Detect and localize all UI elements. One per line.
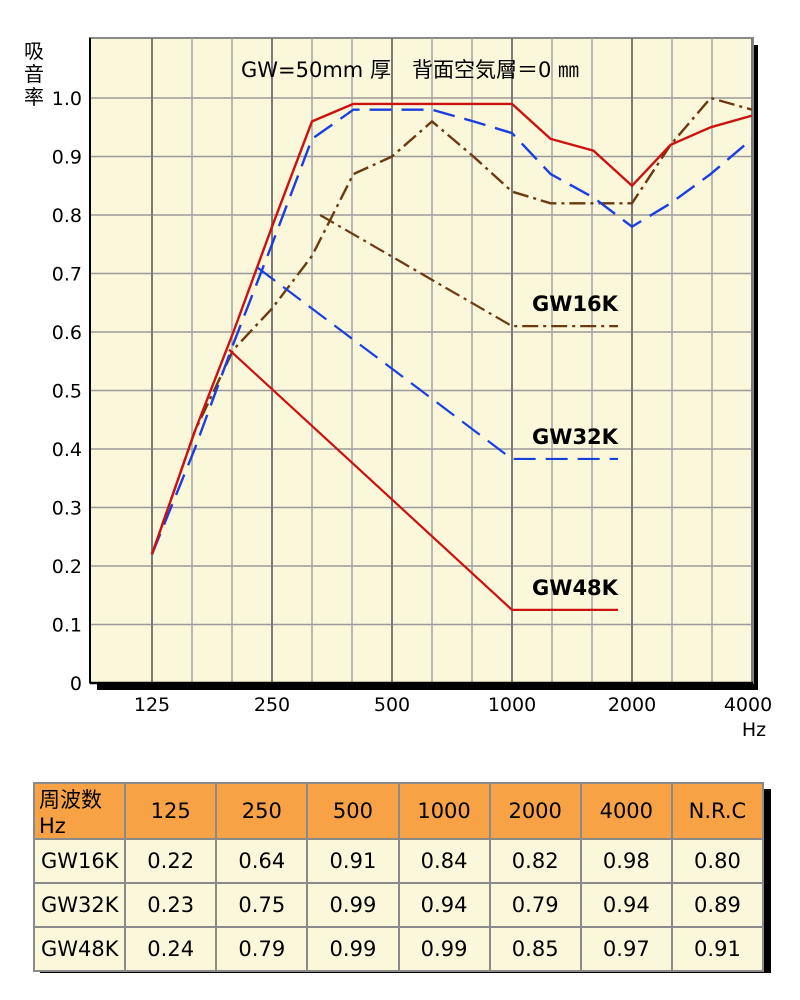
table-body: GW16K 0.22 0.64 0.91 0.84 0.82 0.98 0.80 GW32K 0.… [32, 838, 765, 972]
series-group [150, 96, 753, 555]
x-axis-ticks: 125 250 500 1000 2000 4000 [134, 694, 772, 716]
legend-label-gw32k: GW32K [532, 425, 619, 449]
plot-area [89, 37, 754, 684]
table-cell: 0.80 [670, 838, 765, 884]
y-tick-label: 0.1 [52, 615, 82, 637]
table-row: GW16K 0.22 0.64 0.91 0.84 0.82 0.98 0.80 [32, 838, 765, 884]
legend-label-gw48k: GW48K [532, 576, 619, 600]
table-cell: 0.89 [670, 882, 765, 928]
y-tick-label: 0.5 [52, 381, 82, 403]
y-tick-label: 0.6 [52, 322, 82, 344]
table-cell: GW32K [32, 882, 127, 928]
table-cell: 0.99 [306, 926, 400, 972]
table-header-cell: 1000 [397, 782, 491, 840]
table-cell: 0.75 [215, 882, 309, 928]
grid [89, 38, 753, 685]
table-cell: 0.99 [397, 926, 491, 972]
table-row: GW32K 0.23 0.75 0.99 0.94 0.79 0.94 0.89 [32, 882, 765, 928]
legend-label-gw16k: GW16K [532, 292, 619, 316]
series-line-gw16k [150, 96, 753, 555]
legend: GW16K GW32K GW48K [228, 214, 619, 611]
legend-line-gw16k [319, 214, 618, 328]
table-cell: 0.84 [397, 838, 491, 884]
table-header-row: 周波数Hz 125 250 500 1000 2000 4000 N.R.C [32, 782, 765, 840]
legend-line-gw32k [256, 266, 618, 461]
x-tick-label: 1000 [488, 694, 536, 716]
series-line-gw48k [150, 102, 753, 555]
table-cell: 0.23 [124, 882, 218, 928]
table-header-cell: 2000 [488, 782, 582, 840]
table-header-cell: N.R.C [670, 782, 765, 840]
y-tick-label: 0.4 [52, 439, 82, 461]
y-tick-label: 1.0 [52, 88, 82, 110]
table-cell: 0.97 [579, 926, 673, 972]
table-cell: 0.82 [488, 838, 582, 884]
table-cell: 0.24 [124, 926, 218, 972]
table-cell: 0.91 [306, 838, 400, 884]
y-axis-label: 吸音率 [24, 39, 44, 109]
table-cell: GW48K [32, 926, 127, 972]
series-line-gw32k [150, 108, 753, 555]
y-axis-ticks: 0 0.1 0.2 0.3 0.4 0.5 0.6 0.7 0.8 0.9 1.0 [52, 88, 82, 695]
table-cell: 0.99 [306, 882, 400, 928]
table-row: GW48K 0.24 0.79 0.99 0.99 0.85 0.97 0.91 [32, 926, 765, 972]
table-cell: 0.85 [488, 926, 582, 972]
y-tick-label: 0.3 [52, 498, 82, 520]
x-tick-label: 250 [254, 694, 290, 716]
legend-line-gw48k [228, 348, 618, 611]
y-tick-label: 0.2 [52, 556, 82, 578]
table-cell: 0.98 [579, 838, 673, 884]
table-cell: 0.79 [215, 926, 309, 972]
absorption-chart: GW16K GW32K GW48K 0 0.1 0.2 0.3 0.4 0.5 0.6 0.7 0.… [24, 37, 772, 741]
frequency-table: 周波数Hz 125 250 500 1000 2000 4000 N.R.C GW16K 0.2… [32, 782, 765, 972]
table-header-cell: 250 [215, 782, 309, 840]
table-cell: 0.94 [579, 882, 673, 928]
table-cell: 0.94 [397, 882, 491, 928]
table-cell: 0.64 [215, 838, 309, 884]
y-tick-label: 0.7 [52, 264, 82, 286]
table-header-cell: 500 [306, 782, 400, 840]
table-header-cell: 125 [124, 782, 218, 840]
table-cell: 0.91 [670, 926, 765, 972]
x-tick-label: 500 [374, 694, 410, 716]
x-tick-label: 2000 [608, 694, 656, 716]
table-cell: 0.79 [488, 882, 582, 928]
y-tick-label: 0.8 [52, 205, 82, 227]
y-tick-label: 0.9 [52, 147, 82, 169]
chart-title: GW=50mm 厚 背面空気層＝0 ㎜ [241, 58, 579, 82]
table-cell: GW16K [32, 838, 127, 884]
table-header-cell: 周波数Hz [32, 782, 127, 840]
x-tick-label: 125 [134, 694, 170, 716]
x-tick-label: 4000 [724, 694, 772, 716]
frequency-table-wrap: 周波数Hz 125 250 500 1000 2000 4000 N.R.C GW16K 0.2… [32, 782, 771, 973]
y-tick-label: 0 [70, 673, 82, 695]
x-axis-unit: Hz [742, 719, 766, 741]
table-cell: 0.22 [124, 838, 218, 884]
table-header-cell: 4000 [579, 782, 673, 840]
